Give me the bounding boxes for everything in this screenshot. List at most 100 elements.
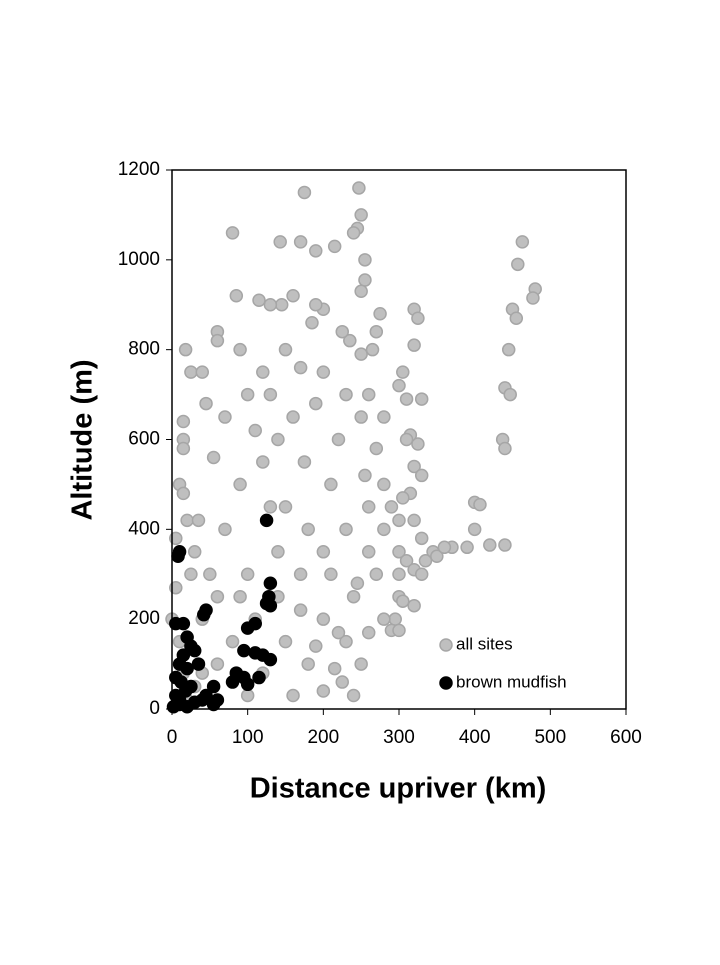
point <box>437 540 452 555</box>
point <box>240 387 255 402</box>
point <box>218 522 232 537</box>
point <box>324 477 338 492</box>
point <box>365 342 380 357</box>
point <box>233 477 247 492</box>
point <box>225 634 240 649</box>
point <box>411 437 425 451</box>
point <box>511 257 525 272</box>
y-tick-label: 1200 <box>118 159 160 180</box>
point <box>316 365 331 379</box>
point <box>210 693 225 707</box>
point <box>309 396 323 411</box>
point <box>377 410 391 424</box>
point <box>263 500 278 514</box>
point <box>327 239 342 254</box>
point <box>339 634 353 649</box>
y-axis-title: Altitude (m) <box>67 359 99 520</box>
point <box>460 540 474 555</box>
point <box>206 450 221 465</box>
point <box>430 549 444 564</box>
point <box>301 522 315 537</box>
point <box>467 522 482 537</box>
point <box>240 567 255 581</box>
point <box>166 700 181 714</box>
point <box>248 616 262 631</box>
point <box>358 253 372 267</box>
point <box>263 387 278 402</box>
point <box>199 396 213 411</box>
point <box>331 625 346 640</box>
point <box>483 538 497 552</box>
point <box>180 700 194 714</box>
point <box>361 387 376 402</box>
point <box>350 576 365 590</box>
point <box>278 342 293 357</box>
point <box>316 684 331 698</box>
point <box>339 387 353 402</box>
point <box>271 545 285 559</box>
point <box>354 410 368 424</box>
point <box>309 639 323 653</box>
point <box>369 441 384 456</box>
point <box>399 392 414 406</box>
point <box>361 545 376 559</box>
point <box>358 273 372 287</box>
point <box>354 347 368 361</box>
point <box>210 333 225 348</box>
point <box>180 513 194 528</box>
point <box>263 598 278 613</box>
point <box>414 468 429 483</box>
point <box>237 643 251 658</box>
point <box>392 545 406 559</box>
point <box>473 497 487 512</box>
point <box>358 468 372 483</box>
point <box>377 522 391 537</box>
point <box>418 554 433 568</box>
x-tick-label: 500 <box>534 727 566 748</box>
legend-label: brown mudfish <box>456 672 567 691</box>
y-tick-label: 400 <box>128 518 160 539</box>
point <box>498 441 512 456</box>
y-tick-label: 1000 <box>118 249 160 270</box>
point <box>354 657 368 671</box>
point <box>392 567 406 581</box>
y-tick-label: 600 <box>128 429 160 450</box>
y-tick-label: 0 <box>149 698 160 719</box>
point <box>388 612 402 626</box>
point <box>346 226 361 240</box>
x-tick-label: 300 <box>383 727 415 748</box>
point <box>396 594 410 608</box>
point <box>256 365 270 379</box>
point <box>176 414 191 429</box>
point <box>414 392 429 406</box>
point <box>335 675 349 689</box>
point <box>286 289 300 303</box>
point <box>392 623 406 638</box>
point <box>169 580 183 595</box>
point <box>178 342 193 357</box>
point <box>509 311 524 325</box>
point <box>252 293 266 308</box>
point <box>191 657 206 671</box>
legend-label: all sites <box>456 634 513 653</box>
point <box>252 670 266 685</box>
point <box>354 284 368 299</box>
point <box>407 459 421 474</box>
point <box>278 634 293 649</box>
x-tick-label: 600 <box>610 727 642 748</box>
point <box>407 338 421 352</box>
point <box>369 324 384 339</box>
point <box>498 538 512 552</box>
point <box>240 688 255 703</box>
x-tick-label: 400 <box>459 727 491 748</box>
point <box>169 531 183 546</box>
point <box>309 298 323 312</box>
point <box>399 554 414 568</box>
point <box>203 567 217 581</box>
point <box>331 432 346 447</box>
point <box>414 531 429 546</box>
point <box>184 365 198 379</box>
point <box>273 235 287 249</box>
